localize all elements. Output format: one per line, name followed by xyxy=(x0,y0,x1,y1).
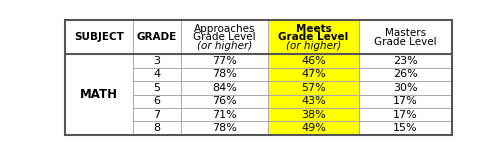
Bar xyxy=(133,95,181,108)
Text: (or higher): (or higher) xyxy=(197,41,252,51)
Bar xyxy=(65,121,133,135)
Text: 78%: 78% xyxy=(212,123,237,133)
Bar xyxy=(181,95,268,108)
Bar xyxy=(359,20,452,54)
Text: Grade Level: Grade Level xyxy=(374,36,436,47)
Text: 26%: 26% xyxy=(393,69,418,79)
Text: Masters: Masters xyxy=(385,28,426,38)
Bar xyxy=(65,68,133,81)
Bar xyxy=(65,20,133,54)
Bar xyxy=(133,108,181,121)
Text: (or higher): (or higher) xyxy=(286,41,341,51)
Text: 3: 3 xyxy=(153,56,160,66)
Text: Approaches: Approaches xyxy=(194,24,255,34)
Bar xyxy=(133,54,181,68)
Text: 7: 7 xyxy=(153,110,160,120)
Bar xyxy=(359,81,452,95)
Bar xyxy=(181,81,268,95)
Bar xyxy=(268,54,359,68)
Text: 6: 6 xyxy=(153,96,160,106)
Bar xyxy=(65,54,133,135)
Bar xyxy=(65,108,133,121)
Text: 4: 4 xyxy=(153,69,160,79)
Bar xyxy=(133,121,181,135)
Text: 71%: 71% xyxy=(212,110,237,120)
Text: SUBJECT: SUBJECT xyxy=(74,32,123,42)
Text: 8: 8 xyxy=(153,123,160,133)
Bar xyxy=(359,95,452,108)
Text: Grade Level: Grade Level xyxy=(193,32,256,42)
Text: 76%: 76% xyxy=(212,96,237,106)
Bar xyxy=(268,81,359,95)
Bar xyxy=(359,121,452,135)
Bar xyxy=(359,68,452,81)
Bar xyxy=(65,95,133,108)
Text: 38%: 38% xyxy=(301,110,326,120)
Text: Meets: Meets xyxy=(295,24,331,34)
Bar xyxy=(65,81,133,95)
Text: 5: 5 xyxy=(153,83,160,93)
Text: 49%: 49% xyxy=(301,123,326,133)
Bar xyxy=(133,68,181,81)
Bar xyxy=(268,68,359,81)
Text: 84%: 84% xyxy=(212,83,237,93)
Bar xyxy=(181,54,268,68)
Text: 78%: 78% xyxy=(212,69,237,79)
Text: MATH: MATH xyxy=(80,88,118,101)
Bar xyxy=(181,20,268,54)
Bar xyxy=(133,81,181,95)
Text: 17%: 17% xyxy=(393,96,418,106)
Text: GRADE: GRADE xyxy=(137,32,177,42)
Text: 30%: 30% xyxy=(393,83,417,93)
Bar xyxy=(181,108,268,121)
Bar xyxy=(268,95,359,108)
Text: 46%: 46% xyxy=(301,56,326,66)
Text: 43%: 43% xyxy=(301,96,326,106)
Text: 15%: 15% xyxy=(393,123,417,133)
Bar xyxy=(268,121,359,135)
Bar xyxy=(181,68,268,81)
Text: 23%: 23% xyxy=(393,56,418,66)
Bar xyxy=(359,108,452,121)
Text: 57%: 57% xyxy=(301,83,326,93)
Text: 17%: 17% xyxy=(393,110,418,120)
Text: Grade Level: Grade Level xyxy=(278,32,349,42)
Bar xyxy=(65,54,133,68)
Bar xyxy=(359,54,452,68)
Text: 77%: 77% xyxy=(212,56,237,66)
Text: 47%: 47% xyxy=(301,69,326,79)
Bar xyxy=(133,20,181,54)
Bar xyxy=(268,20,359,54)
Bar xyxy=(181,121,268,135)
Bar xyxy=(268,108,359,121)
